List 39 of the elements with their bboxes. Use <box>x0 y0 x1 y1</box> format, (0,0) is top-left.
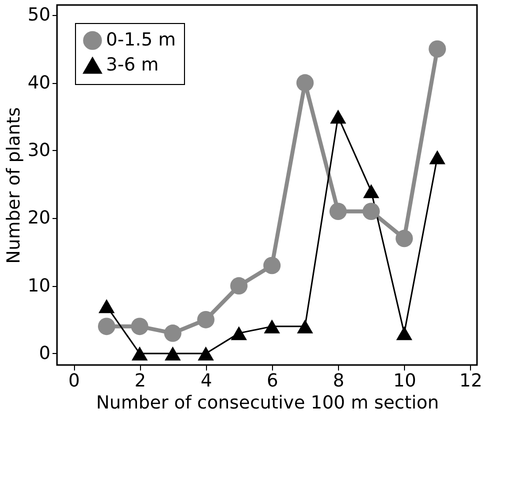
point <box>197 311 214 328</box>
legend-label: 0-1.5 m <box>106 30 176 50</box>
y-tick-label: 50 <box>28 4 50 26</box>
point <box>296 319 314 334</box>
point <box>230 326 247 340</box>
point <box>164 324 182 342</box>
y-tick-label: 40 <box>28 72 50 94</box>
point <box>132 346 148 360</box>
point <box>198 346 214 360</box>
point <box>131 318 148 336</box>
point <box>164 346 181 360</box>
point <box>98 318 116 336</box>
point <box>396 230 413 248</box>
point <box>396 326 412 340</box>
point <box>98 299 115 314</box>
x-tick-label: 6 <box>266 370 278 392</box>
point <box>330 110 346 124</box>
point <box>429 150 446 164</box>
point <box>230 277 248 294</box>
point <box>263 256 281 274</box>
y-axis-title: Number of plants <box>4 107 25 264</box>
x-tick-label: 4 <box>200 370 212 392</box>
y-tick-label: 30 <box>28 140 50 161</box>
point <box>329 202 347 220</box>
legend-label: 3-6 m <box>106 54 159 76</box>
x-axis-title: Number of consecutive 100 m section <box>96 392 439 414</box>
point <box>363 184 380 198</box>
x-tick-label: 12 <box>459 370 482 392</box>
point <box>362 202 380 220</box>
point <box>264 319 280 334</box>
y-tick-label: 10 <box>28 275 50 296</box>
x-tick-label: 0 <box>68 370 80 392</box>
y-tick-label: 0 <box>39 342 50 364</box>
x-tick-label: 8 <box>332 370 344 392</box>
x-tick-label: 2 <box>134 370 146 392</box>
y-tick-label: 20 <box>28 208 50 229</box>
point <box>296 74 314 92</box>
point <box>428 40 446 58</box>
x-tick-label: 10 <box>393 370 416 392</box>
